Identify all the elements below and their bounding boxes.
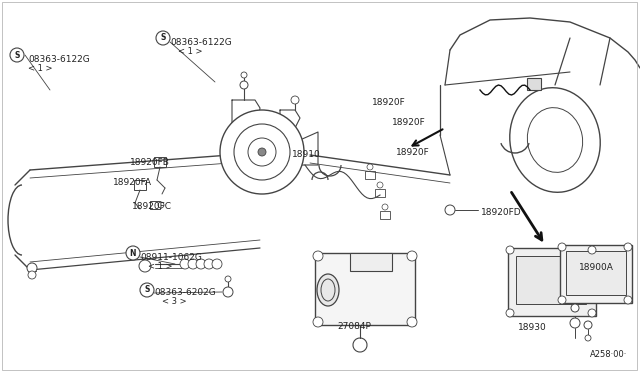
Circle shape bbox=[588, 246, 596, 254]
Text: 18930: 18930 bbox=[518, 323, 547, 332]
Circle shape bbox=[223, 287, 233, 297]
Circle shape bbox=[220, 110, 304, 194]
Circle shape bbox=[313, 317, 323, 327]
Text: 18900A: 18900A bbox=[579, 263, 614, 272]
Text: 18920F: 18920F bbox=[392, 118, 426, 127]
Circle shape bbox=[558, 243, 566, 251]
Circle shape bbox=[180, 259, 190, 269]
Text: S: S bbox=[144, 285, 150, 295]
Circle shape bbox=[588, 309, 596, 317]
Text: A258·00·: A258·00· bbox=[590, 350, 627, 359]
Circle shape bbox=[382, 204, 388, 210]
Circle shape bbox=[248, 138, 276, 166]
Circle shape bbox=[624, 296, 632, 304]
Text: 18920FA: 18920FA bbox=[113, 178, 152, 187]
Circle shape bbox=[585, 335, 591, 341]
Circle shape bbox=[506, 246, 514, 254]
Bar bbox=[375, 189, 385, 197]
Circle shape bbox=[225, 276, 231, 282]
Circle shape bbox=[10, 48, 24, 62]
Text: < 3 >: < 3 > bbox=[162, 297, 187, 306]
Bar bbox=[150, 201, 160, 209]
Ellipse shape bbox=[317, 274, 339, 306]
Text: 18920FB: 18920FB bbox=[130, 158, 170, 167]
Text: 08363-6122G: 08363-6122G bbox=[170, 38, 232, 47]
Bar bbox=[350, 253, 392, 271]
Circle shape bbox=[506, 309, 514, 317]
Circle shape bbox=[188, 259, 198, 269]
Circle shape bbox=[140, 283, 154, 297]
Text: S: S bbox=[14, 51, 20, 60]
Circle shape bbox=[258, 148, 266, 156]
Circle shape bbox=[27, 263, 37, 273]
Text: N: N bbox=[130, 248, 136, 257]
Circle shape bbox=[558, 296, 566, 304]
Text: S: S bbox=[160, 33, 166, 42]
Circle shape bbox=[126, 246, 140, 260]
Text: < 1 >: < 1 > bbox=[28, 64, 52, 73]
Circle shape bbox=[377, 182, 383, 188]
Bar bbox=[365, 171, 375, 179]
Text: < 1 >: < 1 > bbox=[148, 262, 173, 271]
Bar bbox=[566, 251, 626, 295]
Circle shape bbox=[212, 259, 222, 269]
Circle shape bbox=[367, 164, 373, 170]
Bar bbox=[516, 256, 586, 304]
Text: 08363-6122G: 08363-6122G bbox=[28, 55, 90, 64]
Circle shape bbox=[28, 271, 36, 279]
Bar bbox=[508, 248, 596, 316]
Text: < 1 >: < 1 > bbox=[178, 47, 202, 56]
Circle shape bbox=[139, 260, 151, 272]
Circle shape bbox=[240, 81, 248, 89]
Text: 27084P: 27084P bbox=[337, 322, 371, 331]
Circle shape bbox=[407, 251, 417, 261]
Text: 18920FC: 18920FC bbox=[132, 202, 172, 211]
Text: 18920FD: 18920FD bbox=[481, 208, 522, 217]
Circle shape bbox=[570, 318, 580, 328]
Bar bbox=[134, 180, 146, 190]
Circle shape bbox=[407, 317, 417, 327]
Circle shape bbox=[234, 124, 290, 180]
Text: 08363-6202G: 08363-6202G bbox=[154, 288, 216, 297]
Bar bbox=[315, 253, 415, 325]
Circle shape bbox=[196, 259, 206, 269]
Circle shape bbox=[204, 259, 214, 269]
Text: 18910: 18910 bbox=[292, 150, 321, 159]
Text: 18920F: 18920F bbox=[396, 148, 429, 157]
Text: 08911-1062G: 08911-1062G bbox=[140, 253, 202, 262]
Circle shape bbox=[445, 205, 455, 215]
Circle shape bbox=[624, 243, 632, 251]
Circle shape bbox=[156, 31, 170, 45]
Circle shape bbox=[584, 321, 592, 329]
Circle shape bbox=[571, 304, 579, 312]
Bar bbox=[560, 245, 632, 303]
Bar bbox=[527, 78, 541, 90]
Bar bbox=[380, 211, 390, 219]
Bar bbox=[154, 157, 166, 167]
Circle shape bbox=[291, 96, 299, 104]
Circle shape bbox=[241, 72, 247, 78]
Circle shape bbox=[313, 251, 323, 261]
Circle shape bbox=[158, 202, 164, 208]
Text: 18920F: 18920F bbox=[372, 98, 406, 107]
